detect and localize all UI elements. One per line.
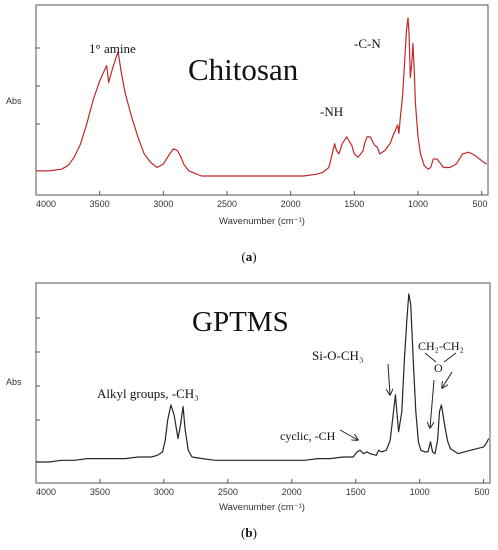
annotation-arrow	[430, 379, 435, 428]
annotation-label: Si-O-CH₃	[312, 348, 363, 363]
annotation-label: Alkyl groups, -CH₃	[97, 386, 199, 401]
spectrum-line	[36, 17, 488, 177]
x-tick-label: 3500	[90, 487, 110, 497]
plot-area	[36, 17, 488, 177]
annotation-label: CH₂-CH₂	[418, 339, 464, 353]
x-tick-label: 2500	[218, 487, 238, 497]
x-axis: 4000 3500 3000 2500 2000 1500 1000 500	[35, 479, 490, 497]
spectrum-line	[36, 293, 490, 463]
epoxide-bridge-line	[424, 352, 437, 363]
epoxide-bridge-line	[443, 352, 457, 363]
annotation-label: O	[434, 361, 443, 375]
x-tick-label: 4000	[36, 487, 56, 497]
panel-letter: b	[245, 525, 252, 540]
chart-panel-b: 4000 3500 3000 2500 2000 1500 1000 500 Abs Wave…	[6, 282, 491, 513]
x-tick-label: 3000	[153, 199, 173, 209]
x-tick-label: 4000	[36, 199, 56, 209]
x-tick-label: 3500	[90, 199, 110, 209]
annotation-label: -NH	[320, 104, 343, 119]
y-axis	[36, 47, 40, 125]
x-axis-label: Wavenumber (cm⁻¹)	[219, 502, 305, 513]
x-tick-label: 1500	[346, 487, 366, 497]
y-axis-label: Abs	[6, 377, 22, 387]
annotation-arrow	[388, 363, 390, 395]
panel-label: (a)	[241, 249, 256, 264]
annotation-label: 1° amine	[89, 41, 136, 56]
plot-frame	[35, 282, 491, 484]
x-tick-label: 2500	[217, 199, 237, 209]
y-axis	[36, 317, 40, 421]
chart-panel-a: 4000 3500 3000 2500 2000 1500 1000 500 Abs Wave…	[6, 4, 489, 227]
plot-frame	[35, 4, 489, 196]
annotation-arrow	[442, 371, 453, 388]
x-axis-label: Wavenumber (cm⁻¹)	[219, 216, 305, 227]
panel-label: (b)	[241, 525, 257, 540]
y-axis-label: Abs	[6, 96, 22, 106]
x-tick-label: 500	[472, 199, 487, 209]
annotation-arrow	[339, 429, 358, 440]
x-tick-label: 1000	[410, 487, 430, 497]
panel-letter: a	[246, 249, 253, 264]
x-tick-label: 500	[474, 487, 489, 497]
x-axis: 4000 3500 3000 2500 2000 1500 1000 500	[35, 191, 488, 209]
x-tick-label: 3000	[154, 487, 174, 497]
x-tick-label: 2000	[281, 199, 301, 209]
annotation-label: -C-N	[354, 36, 381, 51]
annotation-label: cyclic, -CH	[280, 429, 336, 443]
plot-area	[36, 293, 490, 463]
x-tick-label: 2000	[282, 487, 302, 497]
x-tick-label: 1500	[344, 199, 364, 209]
chart-title: GPTMS	[192, 306, 289, 338]
chart-title: Chitosan	[188, 52, 299, 87]
x-tick-label: 1000	[408, 199, 428, 209]
